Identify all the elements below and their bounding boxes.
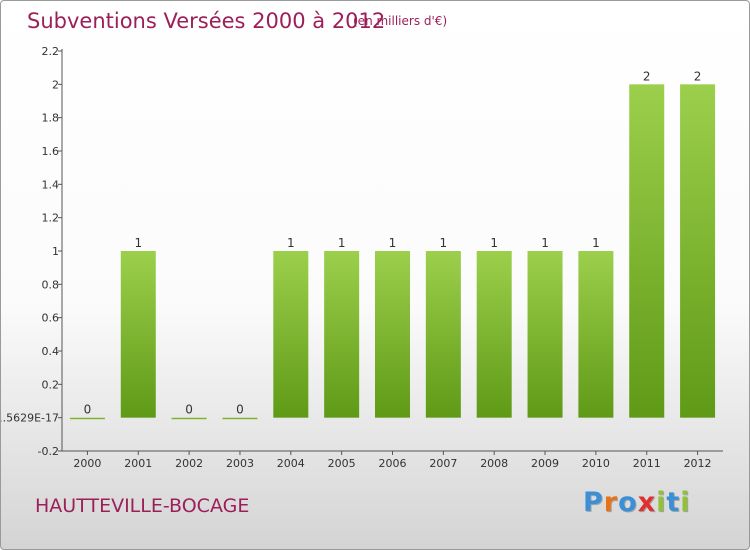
bar bbox=[324, 251, 360, 418]
x-tick-label: 2005 bbox=[328, 457, 356, 470]
logo-letter: i bbox=[680, 487, 691, 518]
y-tick-label: 1.8 bbox=[42, 112, 60, 125]
bar bbox=[222, 417, 258, 420]
bar bbox=[629, 84, 665, 418]
logo-letter: x bbox=[637, 487, 657, 518]
logo-letter: o bbox=[618, 487, 638, 518]
x-tick-label: 2006 bbox=[379, 457, 407, 470]
x-tick-label: 2007 bbox=[429, 457, 457, 470]
commune-name: HAUTTEVILLE-BOCAGE bbox=[35, 495, 250, 517]
bar-value-label: 1 bbox=[389, 236, 397, 250]
bar bbox=[120, 251, 156, 418]
bar-value-label: 0 bbox=[185, 403, 193, 417]
axes: -0.2 -1.5629E-17 0.2 0.4 0.6 0.8 1 1.2 1.4 1.6 1.8… bbox=[1, 45, 723, 470]
y-tick-label: -0.2 bbox=[38, 445, 59, 458]
x-tick-label: 2003 bbox=[226, 457, 254, 470]
y-tick-label: 1.6 bbox=[42, 145, 60, 158]
bar bbox=[578, 251, 614, 418]
bar bbox=[425, 251, 461, 418]
bar-value-label: 1 bbox=[440, 236, 448, 250]
chart-unit-label: (en milliers d'€) bbox=[353, 14, 448, 28]
y-tick-label: 2.2 bbox=[42, 45, 60, 58]
chart-title: Subventions Versées 2000 à 2012 bbox=[27, 9, 386, 33]
x-tick-label: 2012 bbox=[684, 457, 712, 470]
bars bbox=[69, 84, 716, 420]
bar bbox=[273, 251, 309, 418]
x-tick-label: 2004 bbox=[277, 457, 305, 470]
x-tick-label: 2001 bbox=[124, 457, 152, 470]
bar-value-label: 0 bbox=[236, 403, 244, 417]
bar-value-label: 0 bbox=[84, 403, 92, 417]
y-tick-label: 1.2 bbox=[42, 212, 60, 225]
y-tick-label: 2 bbox=[52, 78, 59, 91]
bar bbox=[476, 251, 512, 418]
bar-value-label: 1 bbox=[134, 236, 142, 250]
y-tick-label: 1.4 bbox=[42, 178, 60, 191]
logo-letter: i bbox=[656, 487, 667, 518]
bar bbox=[375, 251, 410, 418]
x-tick-label: 2009 bbox=[531, 457, 559, 470]
bar bbox=[69, 417, 105, 420]
y-tick-label: -1.5629E-17 bbox=[1, 412, 59, 425]
bar-value-label: 1 bbox=[490, 236, 498, 250]
y-tick-label: 0.6 bbox=[42, 312, 60, 325]
y-tick-label: 1 bbox=[52, 245, 59, 258]
x-tick-label: 2008 bbox=[480, 457, 508, 470]
y-tick-label: 0.4 bbox=[42, 345, 60, 358]
bar bbox=[527, 251, 563, 418]
proxiti-logo: Proxiti bbox=[583, 487, 691, 518]
labels: 0 1 0 0 1 1 1 1 1 1 1 2 2 bbox=[84, 69, 702, 416]
bar-value-label: 2 bbox=[694, 69, 702, 83]
bar bbox=[171, 417, 207, 420]
logo-letter: t bbox=[666, 487, 681, 518]
x-tick-label: 2000 bbox=[73, 457, 101, 470]
bar-value-label: 1 bbox=[287, 236, 295, 250]
bar-value-label: 2 bbox=[643, 69, 651, 83]
bar-value-label: 1 bbox=[338, 236, 346, 250]
bar bbox=[680, 84, 716, 418]
bar-value-label: 1 bbox=[541, 236, 549, 250]
bar-value-label: 1 bbox=[592, 236, 600, 250]
y-tick-label: 0.2 bbox=[42, 378, 60, 391]
x-tick-label: 2010 bbox=[582, 457, 610, 470]
y-tick-label: 0.8 bbox=[42, 278, 60, 291]
logo-letter: P bbox=[583, 487, 604, 518]
logo-letter: r bbox=[603, 487, 619, 518]
x-tick-label: 2011 bbox=[633, 457, 661, 470]
x-tick-label: 2002 bbox=[175, 457, 203, 470]
